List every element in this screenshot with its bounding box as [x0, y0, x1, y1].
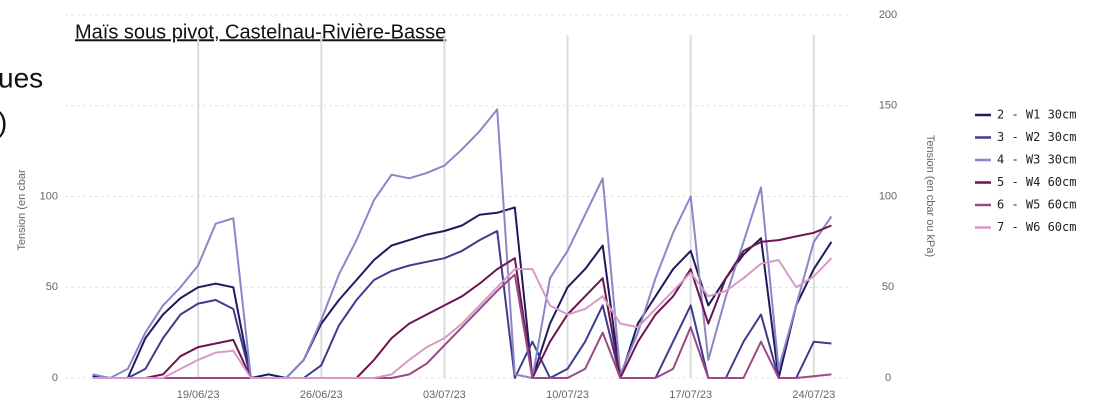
y-tick-label: 100 [40, 190, 58, 202]
series-line [92, 108, 833, 379]
legend-label: 2 - W1 30cm [997, 108, 1076, 122]
y2-axis-label: Tension (en cbar ou kPa) [924, 135, 936, 257]
y-axis-label: Tension (en cbar [16, 169, 28, 251]
chart-title: Maïs sous pivot, Castelnau-Rivière-Basse [75, 21, 446, 43]
y2-tick-label: 50 [882, 281, 894, 293]
series-line [92, 257, 833, 379]
legend-label: 6 - W5 60cm [997, 198, 1076, 212]
y2-tick-label: 100 [879, 190, 897, 202]
x-tick-label: 17/07/23 [669, 389, 712, 401]
y2-tick-label: 200 [879, 9, 897, 21]
y-tick-label: 50 [46, 281, 58, 293]
x-tick-label: 26/06/23 [300, 389, 343, 401]
x-tick-label: 19/06/23 [177, 389, 220, 401]
series-line [92, 206, 833, 379]
x-tick-label: 10/07/23 [546, 389, 589, 401]
legend-label: 4 - W3 30cm [997, 153, 1076, 167]
legend-label: 3 - W2 30cm [997, 130, 1076, 144]
legend-label: 7 - W6 60cm [997, 220, 1076, 234]
y2-tick-label: 150 [879, 100, 897, 112]
y2-tick-label: 0 [885, 372, 891, 384]
series-line [92, 224, 832, 379]
legend-label: 5 - W4 60cm [997, 175, 1076, 189]
x-tick-label: 03/07/23 [423, 389, 466, 401]
fragment: ues [0, 62, 43, 93]
y-tick-label: 0 [52, 372, 58, 384]
x-tick-label: 24/07/23 [792, 389, 835, 401]
series-line [92, 273, 832, 379]
fragment: ) [0, 106, 7, 137]
